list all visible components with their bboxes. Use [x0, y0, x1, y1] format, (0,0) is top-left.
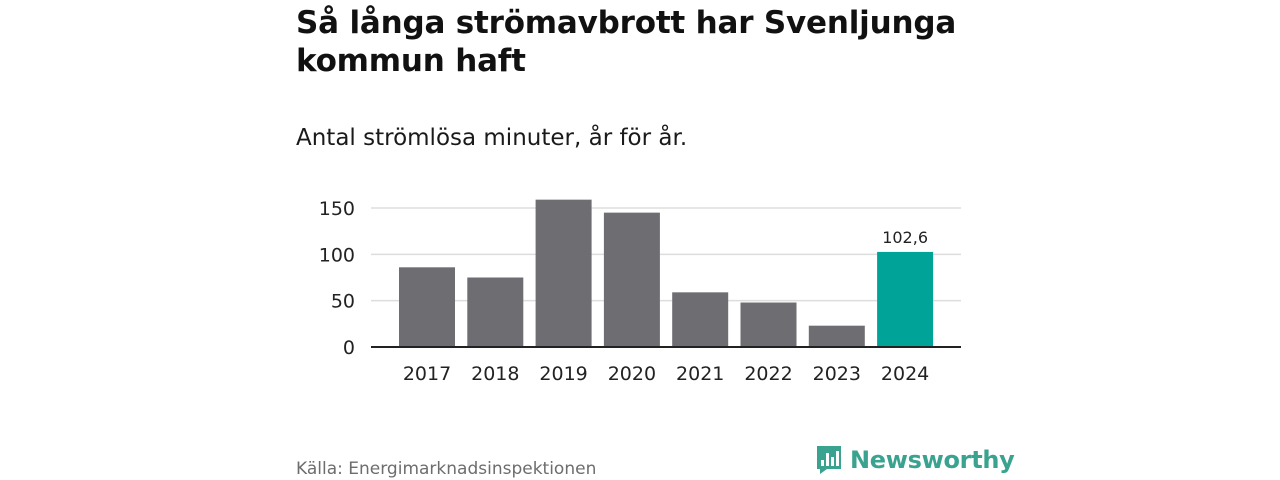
newsworthy-brand: Newsworthy [816, 445, 1015, 475]
x-tick-label: 2017 [403, 363, 451, 385]
y-tick-label: 100 [319, 244, 355, 266]
bar-2024 [877, 251, 934, 347]
x-axis-ticks: 2017 2018 2019 2020 2021 2022 2023 2024 [403, 363, 929, 385]
x-tick-label: 2024 [881, 363, 929, 385]
x-tick-label: 2023 [813, 363, 861, 385]
x-tick-label: 2018 [471, 363, 519, 385]
bar-2017 [399, 267, 455, 347]
source-note: Källa: Energimarknadsinspektionen [296, 459, 597, 479]
bar-2023 [808, 325, 865, 347]
bar-2019 [535, 199, 592, 347]
x-tick-label: 2020 [608, 363, 656, 385]
brand-name: Newsworthy [850, 446, 1015, 474]
x-tick-label: 2021 [676, 363, 724, 385]
bar-2018 [467, 277, 524, 347]
x-tick-label: 2019 [539, 363, 587, 385]
gridlines [371, 207, 961, 302]
y-axis-ticks: 0 50 100 150 [319, 198, 355, 359]
bar-2021 [672, 292, 729, 347]
y-tick-label: 150 [319, 198, 355, 220]
y-tick-label: 50 [331, 291, 355, 313]
y-tick-label: 0 [343, 337, 355, 359]
chart-title: Så långa strömavbrott har Svenljunga kom… [296, 5, 957, 79]
bars [399, 199, 934, 347]
bar-2020 [603, 212, 660, 347]
data-label: 102,6 [882, 228, 928, 247]
newsworthy-logo-icon [817, 446, 841, 474]
data-labels: 102,6 [882, 228, 928, 247]
chart-subtitle: Antal strömlösa minuter, år för år. [296, 125, 688, 151]
bar-2022 [740, 302, 797, 347]
x-tick-label: 2022 [744, 363, 792, 385]
